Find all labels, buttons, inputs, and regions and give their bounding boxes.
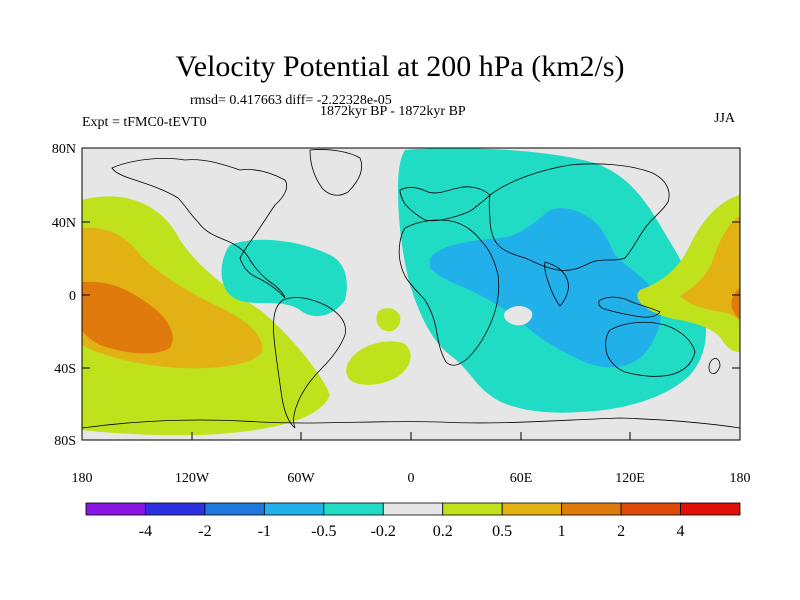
coast-india <box>544 261 569 307</box>
colorbar-box-8 <box>561 502 622 516</box>
lat-label-40n: 40N <box>52 216 76 231</box>
lon-label-120w: 120W <box>175 471 210 486</box>
coast-south-america <box>273 297 346 429</box>
plot-title: Velocity Potential at 200 hPa (km2/s) <box>175 50 625 83</box>
lat-label-40s: 40S <box>54 362 76 377</box>
contour-caribbean-negative <box>221 239 347 317</box>
stats-line: rmsd= 0.417663 diff= -2.22328e-05 <box>190 93 392 108</box>
contour-atlantic-positive <box>346 341 411 385</box>
lon-label-60w: 60W <box>287 471 315 486</box>
colorbar-box-2 <box>204 502 265 516</box>
contour-eastern-positive-hole <box>504 306 533 326</box>
lon-label-180w: 180 <box>72 471 93 486</box>
colorbar-box-7 <box>501 502 563 516</box>
contour-eastern-negative-mid <box>430 208 662 368</box>
colorbar-label-2: -1 <box>258 523 271 540</box>
period-label: 1872kyr BP - 1872kyr BP <box>320 104 466 119</box>
lon-label-60e: 60E <box>510 471 533 486</box>
colorbar: -4 -2 -1 -0.5 -0.2 0.2 0.5 1 2 4 <box>85 502 741 540</box>
colorbar-box-4 <box>323 502 384 516</box>
coast-australia <box>605 321 696 377</box>
colorbar-box-5 <box>382 502 444 516</box>
colorbar-label-5: 0.2 <box>433 523 453 540</box>
colorbar-label-8: 2 <box>617 523 625 540</box>
lon-axis: 180 120W 60W 0 60E 120E 180 <box>72 432 751 486</box>
coast-africa <box>398 219 500 366</box>
colorbar-label-9: 4 <box>677 523 685 540</box>
lon-label-120e: 120E <box>615 471 645 486</box>
lat-label-80n: 80N <box>52 142 76 157</box>
colorbar-box-9 <box>620 502 681 516</box>
contour-wpacific-positive-strong <box>731 288 740 320</box>
colorbar-label-6: 0.5 <box>492 523 512 540</box>
lat-axis: 80N 40N 0 40S 80S <box>52 142 740 449</box>
colorbar-label-1: -2 <box>198 523 211 540</box>
contour-wpacific-positive-mid <box>680 215 740 322</box>
coast-north-america <box>111 158 288 299</box>
coast-maritime-continent <box>598 296 661 318</box>
coast-antarctica <box>82 417 740 429</box>
map-area <box>82 148 740 440</box>
coastlines <box>82 149 740 429</box>
lon-label-0: 0 <box>408 471 415 486</box>
season-label: JJA <box>714 111 736 126</box>
lat-label-0: 0 <box>69 289 76 304</box>
contour-atlantic-positive-small <box>376 308 401 332</box>
colorbar-label-4: -0.2 <box>371 523 396 540</box>
coast-new-zealand <box>708 358 721 374</box>
colorbar-box-0 <box>85 502 146 516</box>
colorbar-label-7: 1 <box>558 523 566 540</box>
colorbar-label-3: -0.5 <box>311 523 336 540</box>
coast-asia <box>488 163 670 271</box>
colorbar-box-6 <box>442 502 503 516</box>
colorbar-box-10 <box>680 502 741 516</box>
experiment-label: Expt = tFMC0-tEVT0 <box>82 115 207 130</box>
colorbar-label-0: -4 <box>139 523 152 540</box>
contour-pacific-positive-strong <box>82 281 173 354</box>
contour-wpacific-positive-light <box>637 195 740 352</box>
coast-greenland <box>309 149 363 196</box>
coast-europe <box>399 186 491 222</box>
colorbar-box-3 <box>263 502 325 516</box>
colorbar-box-1 <box>145 502 206 516</box>
lat-label-80s: 80S <box>54 434 76 449</box>
lon-label-180e: 180 <box>730 471 751 486</box>
